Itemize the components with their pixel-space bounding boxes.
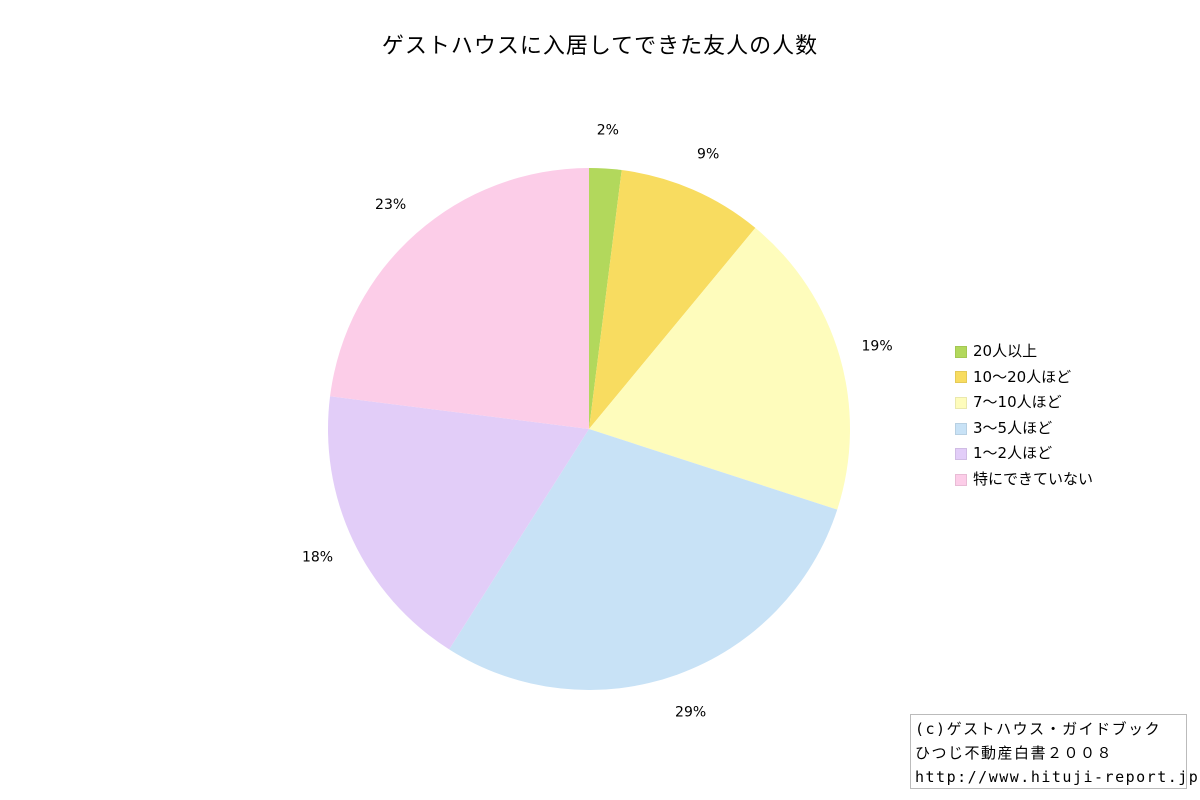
legend-item: 7〜10人ほど	[955, 390, 1093, 416]
slice-label: 19%	[862, 338, 893, 354]
legend-label: 3〜5人ほど	[973, 418, 1053, 437]
legend-swatch	[955, 448, 967, 461]
legend-label: 20人以上	[973, 342, 1038, 360]
legend-label: 特にできていない	[973, 469, 1094, 488]
pie-slice	[330, 168, 589, 429]
legend-swatch	[955, 345, 967, 358]
pie-slice	[449, 429, 838, 690]
legend-swatch	[955, 396, 967, 409]
legend-item: 特にできていない	[955, 467, 1093, 493]
pie-slice	[589, 227, 850, 510]
legend-label: 7〜10人ほど	[973, 393, 1062, 412]
slice-label: 29%	[675, 704, 706, 720]
legend-swatch	[955, 422, 967, 435]
legend-item: 10〜20人ほど	[955, 365, 1093, 391]
credit-box: (c)ゲストハウス・ガイドブック ひつじ不動産白書２００８ http://www…	[910, 714, 1200, 789]
legend: 20人以上 10〜20人ほど 7〜10人ほど 3〜5人ほど 1〜2人ほど 特にで…	[955, 339, 1093, 493]
slice-label: 18%	[302, 550, 333, 566]
legend-item: 3〜5人ほど	[955, 416, 1093, 442]
slice-label: 23%	[375, 197, 406, 213]
legend-label: 10〜20人ほど	[973, 367, 1072, 386]
credit-line: (c)ゲストハウス・ガイドブック	[915, 720, 1162, 738]
pie-slice	[589, 170, 756, 430]
slice-label: 2%	[597, 123, 619, 139]
legend-item: 20人以上	[955, 339, 1093, 365]
chart-title: ゲストハウスに入居してできた友人の人数	[381, 34, 819, 59]
legend-swatch	[955, 473, 967, 486]
pie-labels: 2% 9% 19% 29% 18% 23%	[302, 123, 893, 721]
pie-slice	[327, 396, 589, 650]
legend-label: 1〜2人ほど	[973, 444, 1053, 463]
credit-line: http://www.hituji-report.jp/	[915, 768, 1200, 786]
credit-line: ひつじ不動産白書２００８	[915, 744, 1114, 762]
slice-label: 9%	[697, 147, 719, 163]
legend-swatch	[955, 371, 967, 384]
legend-item: 1〜2人ほど	[955, 441, 1093, 467]
pie-slice	[589, 168, 622, 429]
pie-slices	[327, 168, 850, 690]
